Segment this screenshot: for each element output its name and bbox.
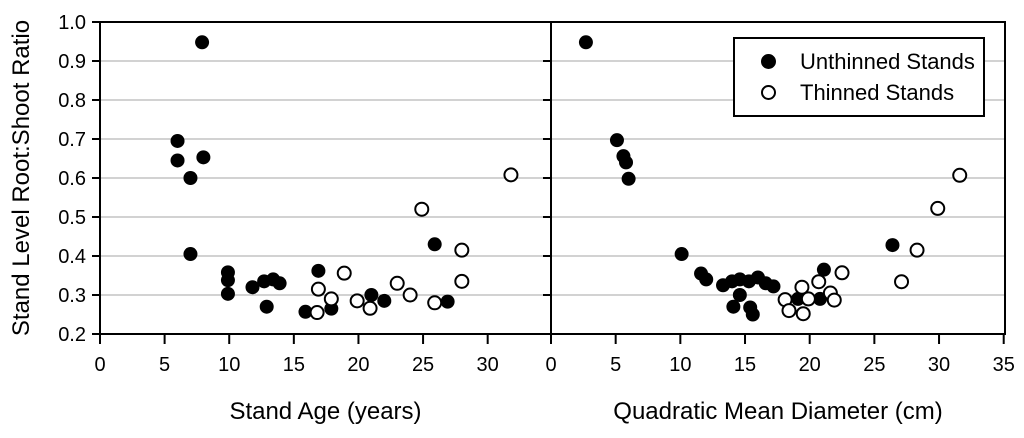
x-tick-label: 30: [928, 354, 950, 376]
x-tick-label: 20: [799, 354, 821, 376]
data-point-unthinned: [791, 291, 806, 306]
data-point-thinned: [930, 200, 946, 216]
data-point-unthinned: [259, 299, 274, 314]
data-point-thinned: [781, 303, 797, 319]
x-tick-label: 10: [669, 354, 691, 376]
panel-border: [550, 21, 1006, 335]
legend-item-unthinned: Unthinned Stands: [761, 49, 983, 75]
x-tick-label: 35: [993, 354, 1015, 376]
x-tick-label: 5: [159, 354, 170, 376]
y-tick-label: 0.8: [58, 90, 86, 112]
x-tick-label: 5: [610, 354, 621, 376]
data-point-unthinned: [170, 153, 185, 168]
data-point-thinned: [309, 305, 325, 321]
data-point-thinned: [795, 306, 811, 322]
legend-label-thinned: Thinned Stands: [800, 79, 955, 105]
legend-box: Unthinned Stands Thinned Stands: [733, 37, 985, 117]
data-point-unthinned: [699, 272, 714, 287]
filled-circle-icon: [761, 54, 776, 69]
x-tick-label: 0: [94, 354, 105, 376]
data-point-thinned: [454, 273, 470, 289]
data-point-unthinned: [183, 171, 198, 185]
data-point-unthinned: [183, 247, 198, 262]
data-point-unthinned: [885, 238, 900, 253]
y-tick-label: 0.9: [58, 51, 86, 73]
left-panel-x-axis-title: Stand Age (years): [229, 398, 422, 425]
data-point-unthinned: [220, 273, 235, 288]
data-point-unthinned: [245, 280, 260, 295]
data-point-unthinned: [766, 279, 781, 294]
data-point-unthinned: [745, 307, 760, 322]
legend-label-unthinned: Unthinned Stands: [800, 48, 975, 74]
y-tick-label: 0.5: [58, 207, 86, 229]
x-tick-label: 30: [477, 354, 499, 376]
data-point-thinned: [503, 167, 519, 183]
data-point-thinned: [454, 242, 470, 258]
data-point-thinned: [811, 274, 827, 290]
x-tick-label: 25: [863, 354, 885, 376]
x-tick-label: 20: [347, 354, 369, 376]
data-point-unthinned: [364, 288, 379, 302]
x-tick-label: 15: [283, 354, 305, 376]
y-tick-label: 0.4: [58, 246, 86, 268]
data-point-unthinned: [726, 299, 741, 314]
data-point-thinned: [909, 242, 925, 258]
data-point-thinned: [834, 265, 850, 281]
data-point-unthinned: [311, 263, 326, 278]
data-point-unthinned: [220, 286, 235, 301]
data-point-thinned: [323, 291, 339, 307]
data-point-thinned: [894, 274, 910, 290]
x-tick-label: 25: [412, 354, 434, 376]
y-tick-label: 0.3: [58, 285, 86, 307]
data-point-thinned: [349, 293, 365, 309]
data-point-unthinned: [816, 262, 831, 277]
data-point-thinned: [800, 291, 816, 307]
data-point-unthinned: [377, 293, 392, 308]
y-tick-label: 0.6: [58, 168, 86, 190]
data-point-thinned: [427, 295, 443, 311]
y-tick-label: 0.7: [58, 129, 86, 151]
data-point-unthinned: [619, 155, 634, 170]
data-point-unthinned: [674, 247, 689, 262]
x-tick-label: 0: [545, 354, 556, 376]
right-panel-x-axis-title: Quadratic Mean Diameter (cm): [613, 398, 943, 425]
data-point-thinned: [402, 287, 418, 303]
open-circle-icon: [761, 85, 776, 100]
data-point-unthinned: [170, 133, 185, 148]
data-point-thinned: [826, 292, 842, 308]
data-point-unthinned: [621, 171, 636, 186]
y-tick-label: 1.0: [58, 12, 86, 34]
data-point-unthinned: [196, 150, 211, 165]
data-point-unthinned: [298, 304, 313, 319]
data-point-thinned: [952, 167, 968, 183]
data-point-unthinned: [427, 237, 442, 252]
x-tick-label: 15: [734, 354, 756, 376]
data-point-unthinned: [440, 294, 455, 309]
data-point-thinned: [336, 265, 352, 281]
data-point-thinned: [794, 279, 810, 295]
data-point-unthinned: [609, 133, 624, 148]
data-point-unthinned: [195, 35, 210, 50]
data-point-thinned: [362, 300, 378, 316]
data-point-unthinned: [732, 288, 747, 302]
data-point-unthinned: [272, 276, 287, 291]
y-axis-title: Stand Level Root:Shoot Ratio: [8, 19, 35, 337]
data-point-thinned: [414, 201, 430, 217]
y-tick-label: 0.2: [58, 324, 86, 346]
legend-item-thinned: Thinned Stands: [761, 80, 983, 106]
data-point-unthinned: [578, 35, 593, 50]
x-tick-label: 10: [218, 354, 240, 376]
data-point-thinned: [310, 281, 326, 297]
data-point-thinned: [389, 275, 405, 291]
